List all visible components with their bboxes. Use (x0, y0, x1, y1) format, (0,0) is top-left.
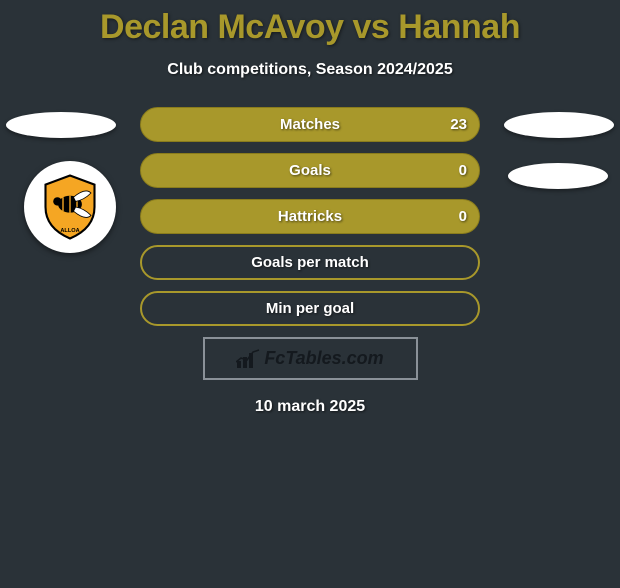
stat-pill: 23 Matches (140, 107, 480, 142)
stat-value: 0 (459, 162, 467, 179)
stat-label: Goals per match (251, 254, 369, 271)
stat-pill: 0 Hattricks (140, 199, 480, 234)
chart-icon (236, 349, 260, 369)
placeholder-ellipse (6, 112, 116, 138)
stat-pill: Goals per match (140, 245, 480, 280)
placeholder-ellipse (504, 112, 614, 138)
stat-pill: 0 Goals (140, 153, 480, 188)
stat-pill: Min per goal (140, 291, 480, 326)
watermark-text: FcTables.com (264, 348, 383, 369)
stat-value: 0 (459, 208, 467, 225)
club-badge: ALLOA (24, 161, 116, 253)
page-subtitle: Club competitions, Season 2024/2025 (0, 61, 620, 79)
footer-date: 10 march 2025 (0, 398, 620, 416)
placeholder-ellipse (508, 163, 608, 189)
page-title: Declan McAvoy vs Hannah (0, 8, 620, 47)
stat-label: Goals (289, 162, 331, 179)
stat-label: Matches (280, 116, 340, 133)
comparison-area: ALLOA 23 Matches 0 Goals 0 Hattricks Goals per… (0, 107, 620, 416)
stat-label: Min per goal (266, 300, 354, 317)
stat-value: 23 (450, 116, 467, 133)
svg-text:ALLOA: ALLOA (60, 228, 79, 234)
alloa-badge-icon: ALLOA (35, 172, 105, 242)
stat-label: Hattricks (278, 208, 342, 225)
watermark-box: FcTables.com (203, 337, 418, 380)
stat-pill-list: 23 Matches 0 Goals 0 Hattricks Goals per match… (140, 107, 480, 326)
